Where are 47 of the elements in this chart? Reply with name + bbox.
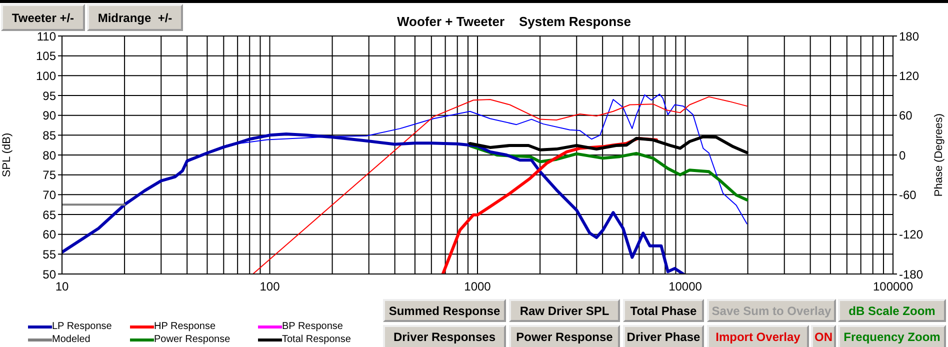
- button: Power Response: [509, 325, 620, 347]
- chart-title: Woofer + Tweeter System Response: [397, 14, 631, 29]
- y-tick-label: 95: [42, 88, 56, 103]
- button: Raw Driver SPL: [509, 299, 620, 322]
- y2-tick-label: 180: [899, 29, 920, 44]
- legend-label: Modeled: [52, 334, 90, 345]
- x-tick-label: 10: [55, 280, 69, 294]
- legend-label: HP Response: [154, 321, 216, 332]
- button: Total Phase: [623, 299, 704, 322]
- legend-label: Total Response: [282, 334, 351, 345]
- button: Save Sum to Overlay: [707, 299, 836, 322]
- y-tick-label: 55: [42, 247, 56, 262]
- y-tick-label: 50: [42, 267, 56, 282]
- legend-label: Power Response: [154, 334, 230, 345]
- x-tick-label: 1000: [464, 280, 492, 294]
- button: Summed Response: [383, 299, 506, 322]
- button: Import Overlay: [707, 325, 809, 347]
- button: dB Scale Zoom: [838, 299, 946, 322]
- y-tick-label: 75: [42, 168, 56, 182]
- legend-label: LP Response: [52, 321, 112, 332]
- y2-tick-label: 0: [899, 148, 906, 162]
- button: ON: [811, 325, 836, 347]
- button: Midrange +/-: [87, 4, 183, 31]
- y-tick-label: 105: [36, 49, 56, 64]
- button: Tweeter +/-: [1, 4, 85, 31]
- y-axis-title: SPL (dB): [0, 132, 13, 178]
- y-tick-label: 90: [42, 108, 56, 123]
- y-tick-label: 100: [36, 68, 56, 83]
- legend-label: BP Response: [282, 321, 343, 332]
- y-tick-label: 85: [42, 128, 56, 142]
- button: Driver Phase: [623, 325, 704, 347]
- y-tick-label: 60: [42, 228, 56, 242]
- y2-axis-title: Phase (Degrees): [932, 113, 945, 197]
- y2-tick-label: 60: [899, 108, 913, 123]
- y2-tick-label: 120: [899, 68, 920, 83]
- y-tick-label: 65: [42, 208, 56, 222]
- y2-tick-label: -120: [899, 228, 924, 242]
- x-tick-label: 100: [260, 280, 280, 294]
- y2-tick-label: -180: [899, 267, 924, 282]
- y-tick-label: 110: [36, 29, 56, 44]
- button: Frequency Zoom: [838, 325, 946, 347]
- x-tick-label: 10000: [668, 280, 702, 294]
- x-tick-label: 100000: [872, 280, 914, 294]
- y-tick-label: 80: [42, 148, 56, 162]
- y2-tick-label: -60: [899, 188, 917, 202]
- button: Driver Responses: [383, 325, 506, 347]
- y-tick-label: 70: [42, 188, 56, 202]
